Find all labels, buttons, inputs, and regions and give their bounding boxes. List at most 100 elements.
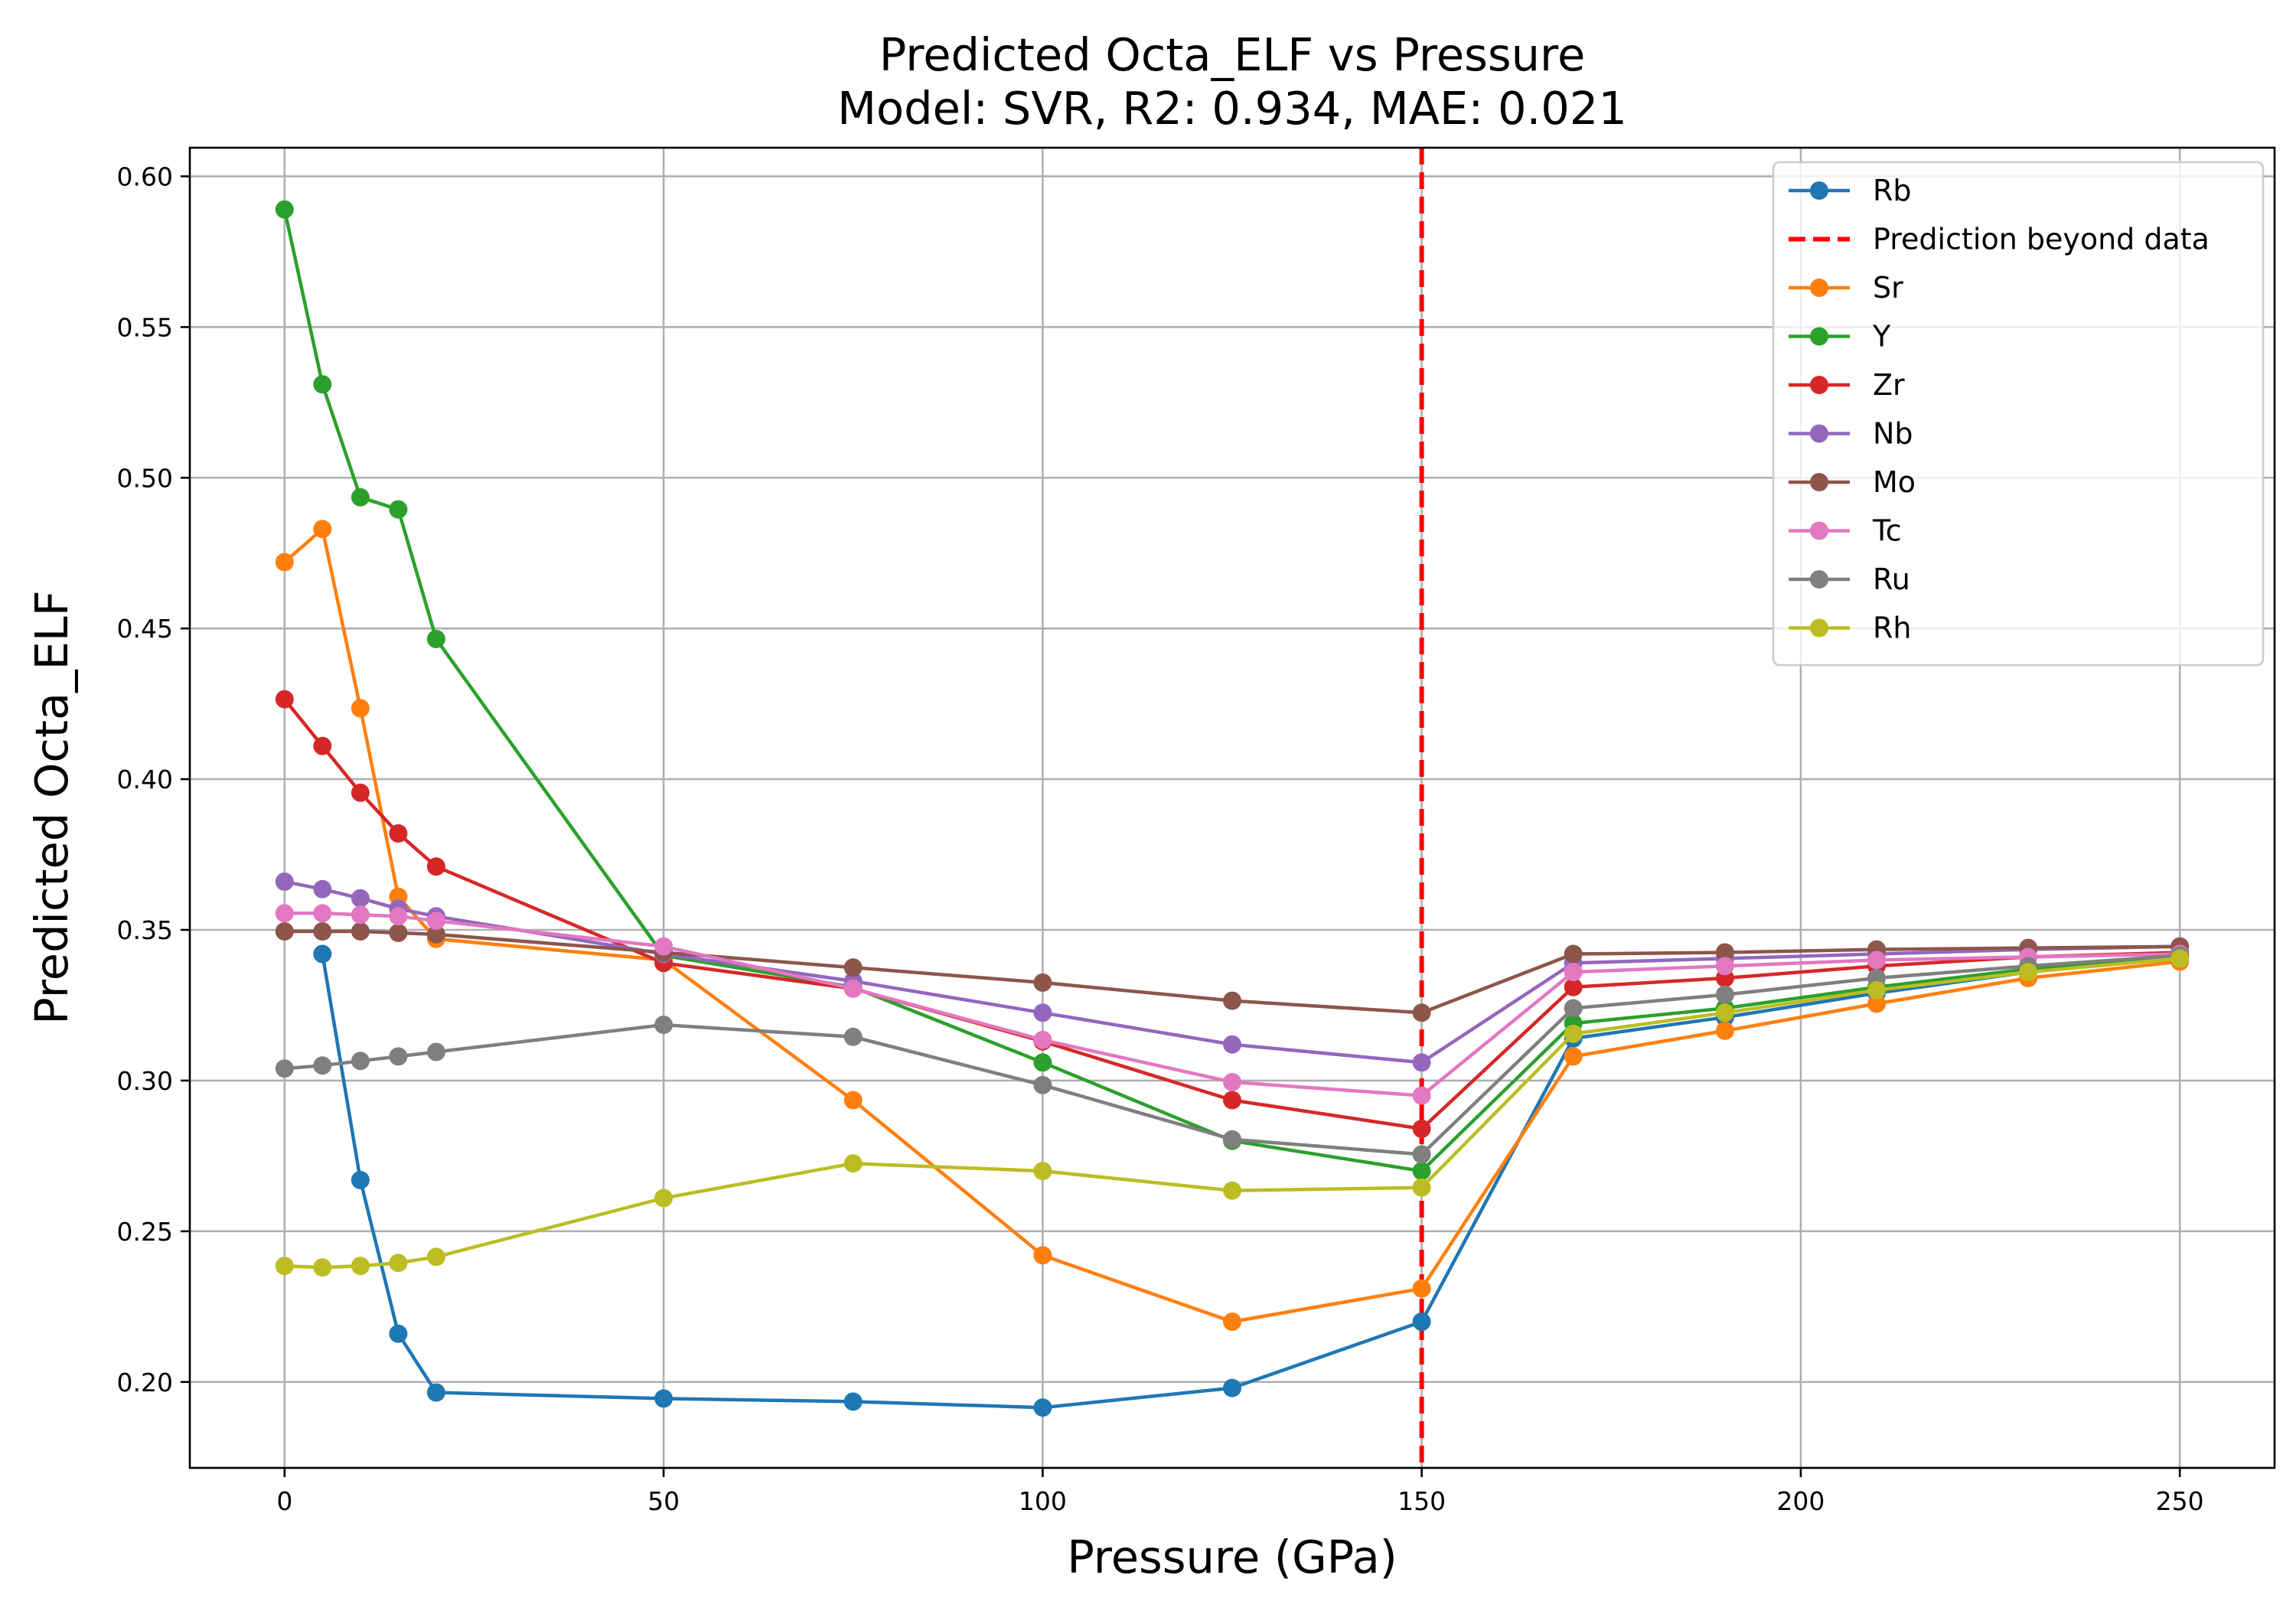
- data-point: [1564, 999, 1583, 1018]
- data-point: [1564, 977, 1583, 996]
- legend-label: Ru: [1873, 563, 1910, 596]
- data-point: [1867, 951, 1886, 970]
- data-point: [654, 1016, 673, 1035]
- data-point: [351, 1170, 370, 1189]
- data-point: [1867, 980, 1886, 1000]
- data-point: [843, 958, 863, 977]
- data-point: [1564, 963, 1583, 982]
- series-rh: [275, 949, 2190, 1277]
- data-point: [843, 979, 863, 998]
- data-point: [1223, 1072, 1241, 1091]
- data-point: [1715, 957, 1734, 976]
- legend-marker: [1810, 279, 1828, 297]
- data-point: [1715, 1003, 1734, 1022]
- data-point: [1223, 991, 1241, 1010]
- data-point: [1033, 1246, 1052, 1265]
- data-point: [389, 907, 408, 926]
- axis-ticks: 0 50 100 150 200 250 0.20 0.25 0.30 0.35 0.40 0.45 0…: [117, 161, 2204, 1516]
- legend-item-mo: Mo: [1789, 465, 1916, 499]
- data-point: [1412, 1279, 1431, 1298]
- y-tick-label: 0.40: [117, 765, 173, 794]
- data-point: [313, 944, 332, 964]
- x-tick-label: 50: [647, 1486, 680, 1516]
- legend-marker: [1810, 473, 1828, 491]
- data-point: [389, 1047, 408, 1066]
- data-point: [275, 872, 294, 891]
- y-tick-label: 0.25: [117, 1217, 173, 1247]
- data-point: [654, 1189, 673, 1208]
- data-point: [654, 937, 673, 956]
- legend-item-zr: Zr: [1789, 368, 1905, 402]
- y-tick-label: 0.35: [117, 915, 173, 945]
- data-point: [351, 1052, 370, 1071]
- y-tick-label: 0.55: [117, 312, 173, 342]
- data-point: [1412, 1178, 1431, 1197]
- chart-subtitle: Model: SVR, R2: 0.934, MAE: 0.021: [837, 82, 1627, 135]
- legend-label: Mo: [1873, 465, 1916, 499]
- data-point: [313, 520, 332, 539]
- data-point: [1223, 1313, 1241, 1331]
- legend: Rb Prediction beyond data Sr Y Zr Nb Mo Tc Ru Rh: [1772, 161, 2265, 667]
- data-point: [1033, 1030, 1052, 1049]
- data-point: [1412, 1145, 1431, 1164]
- x-tick-label: 0: [276, 1486, 292, 1516]
- legend-item-tc: Tc: [1789, 514, 1902, 548]
- data-point: [275, 200, 294, 219]
- data-point: [1412, 1053, 1431, 1072]
- data-point: [1564, 1024, 1583, 1043]
- data-point: [426, 925, 445, 944]
- data-point: [1223, 1181, 1241, 1200]
- data-point: [275, 922, 294, 941]
- series-layer: [275, 200, 2190, 1417]
- legend-label: Sr: [1873, 271, 1903, 305]
- y-tick-label: 0.50: [117, 463, 173, 493]
- legend-marker: [1810, 618, 1828, 638]
- data-point: [275, 690, 294, 709]
- x-tick-label: 250: [2156, 1486, 2204, 1516]
- data-point: [1033, 1053, 1052, 1072]
- y-tick-label: 0.45: [117, 614, 173, 644]
- data-point: [1867, 994, 1886, 1013]
- legend-marker: [1810, 327, 1828, 346]
- data-point: [426, 1042, 445, 1061]
- x-axis-label: Pressure (GPa): [1067, 1531, 1397, 1583]
- data-point: [351, 488, 370, 507]
- legend-item-rh: Rh: [1789, 611, 1912, 645]
- legend-item-ru: Ru: [1789, 563, 1910, 596]
- data-point: [389, 1254, 408, 1273]
- legend-box: [1772, 161, 2265, 667]
- data-point: [2019, 963, 2038, 982]
- data-point: [389, 824, 408, 843]
- data-point: [351, 783, 370, 802]
- data-point: [1715, 985, 1734, 1004]
- data-point: [275, 1257, 294, 1276]
- data-point: [843, 1392, 863, 1411]
- legend-marker: [1810, 376, 1828, 394]
- legend-marker: [1810, 521, 1828, 540]
- data-point: [313, 879, 332, 898]
- data-point: [654, 1389, 673, 1408]
- data-point: [1412, 1313, 1431, 1331]
- legend-label: Y: [1872, 320, 1891, 354]
- data-point: [351, 922, 370, 941]
- data-point: [426, 911, 445, 931]
- data-point: [426, 630, 445, 648]
- data-point: [1033, 1162, 1052, 1181]
- legend-item-rb: Rb: [1789, 174, 1912, 207]
- data-point: [351, 905, 370, 925]
- data-point: [351, 1257, 370, 1276]
- data-point: [351, 699, 370, 718]
- legend-marker: [1810, 570, 1828, 589]
- data-point: [843, 1027, 863, 1046]
- data-point: [1223, 1035, 1241, 1054]
- x-tick-label: 150: [1397, 1486, 1446, 1516]
- data-point: [313, 1056, 332, 1075]
- data-point: [351, 889, 370, 908]
- data-point: [389, 1324, 408, 1343]
- legend-item-reference: Prediction beyond data: [1789, 223, 2210, 256]
- data-point: [275, 904, 294, 923]
- data-point: [843, 1154, 863, 1173]
- data-point: [313, 1258, 332, 1277]
- legend-label: Rh: [1873, 611, 1912, 645]
